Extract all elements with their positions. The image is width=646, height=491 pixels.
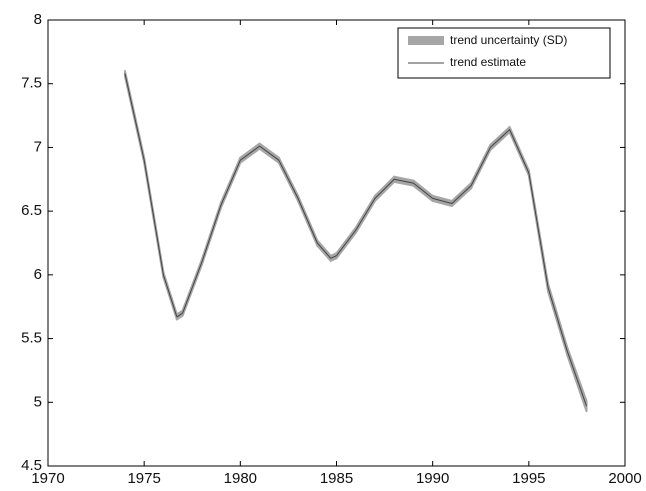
- y-tick-label: 7.5: [21, 75, 42, 92]
- x-tick-label: 1995: [512, 470, 545, 487]
- trend-line: [124, 73, 588, 407]
- x-tick-label: 1970: [31, 470, 64, 487]
- legend-label: trend uncertainty (SD): [450, 33, 567, 47]
- y-tick-label: 5.5: [21, 330, 42, 347]
- x-tick-label: 1985: [320, 470, 353, 487]
- y-tick-label: 5: [34, 393, 42, 410]
- legend-swatch: [408, 36, 444, 45]
- legend-label: trend estimate: [450, 55, 526, 69]
- x-tick-label: 1975: [127, 470, 160, 487]
- y-tick-label: 8: [34, 11, 42, 28]
- plot-frame: [47, 19, 626, 467]
- x-tick-label: 2000: [608, 470, 641, 487]
- x-tick-label: 1980: [224, 470, 257, 487]
- y-tick-label: 6.5: [21, 202, 42, 219]
- x-tick-label: 1990: [416, 470, 449, 487]
- y-tick-label: 6: [34, 266, 42, 283]
- y-tick-label: 7: [34, 138, 42, 155]
- y-tick-label: 4.5: [21, 457, 42, 474]
